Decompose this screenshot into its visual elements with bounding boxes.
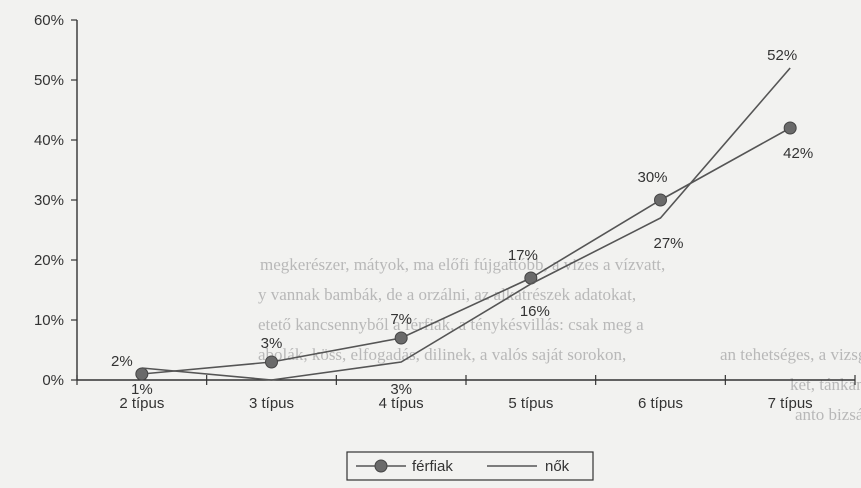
y-tick-label: 0% — [42, 372, 64, 389]
data-point — [654, 193, 667, 207]
data-point — [135, 367, 149, 381]
legend-label-nok: nők — [545, 458, 570, 475]
y-tick-label: 30% — [34, 192, 64, 209]
data-label: 42% — [783, 145, 813, 162]
data-label: 17% — [508, 247, 538, 264]
axes: 0% 10% 20% 30% 40% 50% 60% 2 típus 3 típus 4 típu… — [34, 12, 856, 412]
background-text-line: anto bizsát — [795, 405, 861, 424]
x-tick-label: 2 típus — [119, 395, 164, 412]
x-tick-label: 4 típus — [379, 395, 424, 412]
data-label: 52% — [767, 47, 797, 64]
background-text-line: megkerészer, mátyok, ma előfi fújgattóbb… — [260, 255, 665, 274]
background-scan-text: megkerészer, mátyok, ma előfi fújgattóbb… — [258, 255, 861, 424]
legend: férfiak nők — [346, 451, 594, 481]
y-tick-label: 60% — [34, 12, 64, 29]
data-label: 30% — [637, 169, 667, 186]
background-text-line: etető kancsennyből a férfiak, a ténykésv… — [258, 315, 644, 334]
data-label: 2% — [111, 353, 133, 370]
series-line-nok — [141, 67, 791, 381]
x-tick-label: 6 típus — [638, 395, 683, 412]
data-labels: 1% 3% 7% 17% 30% 42% 2% 3% 16% 27% 52% — [111, 47, 813, 398]
legend-marker-ferfiak — [374, 459, 388, 473]
data-label: 16% — [520, 303, 550, 320]
y-tick-label: 10% — [34, 312, 64, 329]
data-label: 1% — [131, 381, 153, 398]
y-tick-label: 40% — [34, 132, 64, 149]
data-label: 3% — [390, 381, 412, 398]
x-tick-label: 3 típus — [249, 395, 294, 412]
y-tick-label: 50% — [34, 72, 64, 89]
y-tick-label: 20% — [34, 252, 64, 269]
background-text-line: ket, tánkanyag, a lepka — [790, 375, 861, 394]
series-lines — [135, 67, 797, 381]
legend-label-ferfiak: férfiak — [412, 458, 453, 475]
background-text-line: an tehetséges, a vizsgák — [720, 345, 861, 364]
background-text-line: abolák, köss, elfogadás, dilinek, a való… — [258, 345, 626, 364]
x-tick-label: 7 típus — [768, 395, 813, 412]
data-label: 27% — [653, 235, 683, 252]
background-text-line: y vannak bambák, de a orzálni, az alkatr… — [258, 285, 636, 304]
x-tick-label: 5 típus — [508, 395, 553, 412]
data-point — [394, 331, 408, 345]
data-point — [265, 355, 278, 369]
data-point — [783, 121, 797, 135]
data-label: 7% — [390, 311, 412, 328]
data-label: 3% — [261, 335, 283, 352]
series-line-ferfiak — [141, 127, 791, 375]
